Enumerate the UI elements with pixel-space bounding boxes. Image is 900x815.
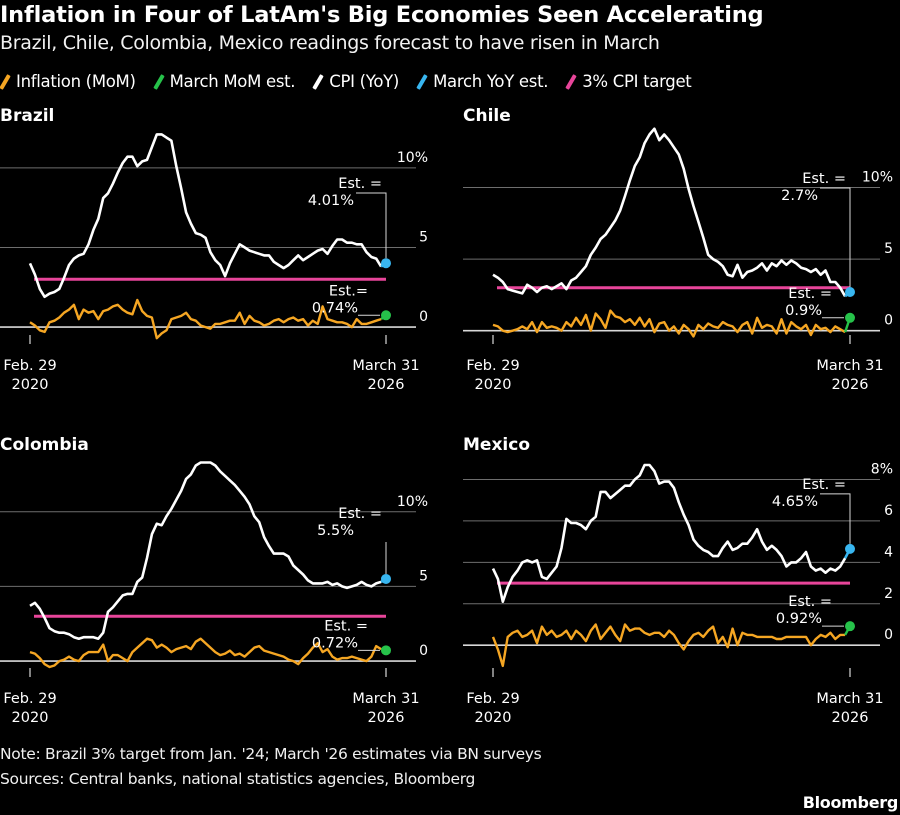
panel-title-colombia: Colombia (0, 435, 89, 455)
footer-sources: Sources: Central banks, national statist… (0, 770, 476, 788)
mom-line (492, 309, 846, 338)
y-tick-label: 0 (884, 627, 893, 643)
yoy-est-label-line1: Est. = (802, 477, 846, 493)
x-tick-label-year: 2026 (368, 377, 405, 393)
yoy-est-label-value: 2.7% (781, 188, 818, 204)
mom-line (29, 637, 382, 669)
y-tick-label: 10% (862, 169, 893, 185)
bloomberg-logo: Bloomberg (802, 793, 899, 812)
mom-est-dot (381, 645, 391, 656)
mom-est-label-line1: Est. = (788, 286, 832, 302)
y-tick-label: 0 (419, 643, 428, 659)
x-tick-label: Feb. 29 (466, 358, 519, 374)
mom-est-label-line1: Est. = (324, 618, 368, 634)
yoy-est-label-value: 5.5% (317, 523, 354, 539)
mom-est-dot (381, 310, 391, 321)
yoy-est-label-line1: Est. = (802, 171, 846, 187)
mom-est-label-value: 0.74% (312, 300, 358, 316)
yoy-est-leader (356, 192, 387, 259)
yoy-est-dot (381, 573, 391, 584)
x-tick-label: March 31 (816, 358, 883, 374)
x-tick-label: Feb. 29 (3, 358, 56, 374)
x-tick-label: Feb. 29 (466, 691, 519, 707)
yoy-est-label-line1: Est. = (338, 506, 382, 522)
y-tick-label: 5 (884, 241, 893, 257)
legend-label-mom-est: March MoM est. (169, 72, 296, 91)
yoy-est-label-value: 4.01% (308, 193, 354, 209)
mom-est-dot (845, 621, 855, 632)
panel-title-chile: Chile (463, 106, 511, 126)
legend-label-yoy: CPI (YoY) (329, 72, 400, 91)
y-tick-label: 4 (884, 544, 893, 560)
yoy-est-label-value: 4.65% (772, 494, 818, 510)
legend-label-mom: Inflation (MoM) (16, 72, 136, 91)
x-tick-label-year: 2020 (12, 710, 49, 726)
yoy-line (492, 127, 847, 297)
panel-title-brazil: Brazil (0, 106, 54, 126)
legend-item-mom-est: March MoM est. (152, 72, 296, 91)
mom-est-label-value: 0.9% (785, 303, 822, 319)
legend-item-yoy: CPI (YoY) (312, 72, 400, 91)
yoy-est-leader (820, 187, 851, 288)
legend-item-mom: Inflation (MoM) (0, 72, 136, 91)
x-tick-label-year: 2020 (475, 377, 512, 393)
x-tick-label: March 31 (352, 691, 419, 707)
x-tick-label: March 31 (352, 358, 419, 374)
y-tick-label: 0 (419, 309, 428, 325)
y-tick-label: 2 (884, 586, 893, 602)
chart-title: Inflation in Four of LatAm's Big Economi… (0, 2, 764, 28)
y-tick-label: 6 (884, 503, 893, 519)
yoy-line (28, 133, 383, 299)
legend-item-yoy-est: March YoY est. (416, 72, 549, 91)
x-tick-label: Feb. 29 (3, 691, 56, 707)
x-tick-label: March 31 (816, 691, 883, 707)
yoy-est-dot (845, 543, 855, 554)
x-tick-label-year: 2026 (832, 377, 869, 393)
x-tick-label-year: 2026 (368, 710, 405, 726)
y-tick-label: 10% (397, 150, 428, 166)
x-tick-label-year: 2020 (12, 377, 49, 393)
mom-est-label-value: 0.92% (776, 611, 822, 627)
x-tick-label-year: 2026 (832, 710, 869, 726)
y-tick-label: 0 (884, 313, 893, 329)
y-tick-label: 5 (419, 229, 428, 245)
yoy-line (491, 463, 847, 603)
mom-line (29, 298, 382, 340)
mom-est-label-value: 0.72% (312, 635, 358, 651)
yoy-est-leader (820, 493, 851, 544)
legend-label-yoy-est: March YoY est. (433, 72, 549, 91)
legend-item-target: 3% CPI target (565, 72, 692, 91)
mom-est-dot (845, 312, 855, 323)
panel-title-mexico: Mexico (463, 435, 530, 455)
mom-est-label-line1: Est. = (788, 594, 832, 610)
mom-line (491, 623, 846, 668)
x-tick-label-year: 2020 (475, 710, 512, 726)
y-tick-label: 8% (871, 462, 893, 478)
yoy-line (29, 461, 382, 640)
y-tick-label: 5 (419, 568, 428, 584)
yoy-est-dot (381, 258, 391, 269)
mom-est-label-line1: Est.= (329, 283, 368, 299)
chart-subtitle: Brazil, Chile, Colombia, Mexico readings… (0, 32, 660, 54)
yoy-est-dot (845, 287, 855, 298)
panel-brazil: Brazil 0 5 10% Est. =4.01% Est.=0.74% Feb. 29 2… (0, 106, 428, 393)
legend-label-target: 3% CPI target (582, 72, 692, 91)
y-tick-label: 10% (397, 494, 428, 510)
footer-note: Note: Brazil 3% target from Jan. '24; Ma… (0, 745, 542, 763)
legend: Inflation (MoM) March MoM est. CPI (YoY)… (0, 72, 709, 91)
yoy-est-label-line1: Est. = (338, 176, 382, 192)
